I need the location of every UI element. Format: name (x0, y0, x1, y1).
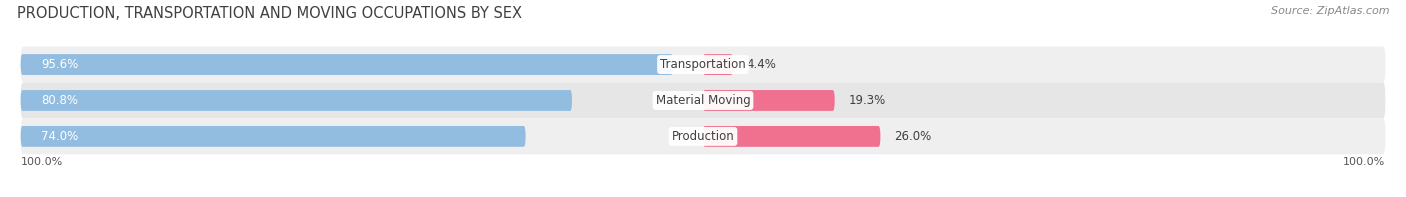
Text: 26.0%: 26.0% (894, 130, 931, 143)
Text: Source: ZipAtlas.com: Source: ZipAtlas.com (1271, 6, 1389, 16)
Text: 19.3%: 19.3% (848, 94, 886, 107)
FancyBboxPatch shape (21, 54, 673, 75)
Text: 4.4%: 4.4% (747, 58, 776, 71)
Text: 100.0%: 100.0% (1343, 157, 1385, 167)
FancyBboxPatch shape (703, 126, 880, 147)
FancyBboxPatch shape (21, 90, 572, 111)
Text: 80.8%: 80.8% (41, 94, 79, 107)
FancyBboxPatch shape (21, 83, 1385, 118)
Text: 74.0%: 74.0% (41, 130, 79, 143)
Text: PRODUCTION, TRANSPORTATION AND MOVING OCCUPATIONS BY SEX: PRODUCTION, TRANSPORTATION AND MOVING OC… (17, 6, 522, 21)
Text: Transportation: Transportation (661, 58, 745, 71)
Text: 100.0%: 100.0% (21, 157, 63, 167)
Text: Material Moving: Material Moving (655, 94, 751, 107)
Text: 95.6%: 95.6% (41, 58, 79, 71)
Text: Production: Production (672, 130, 734, 143)
FancyBboxPatch shape (21, 126, 526, 147)
FancyBboxPatch shape (21, 46, 1385, 83)
FancyBboxPatch shape (703, 54, 733, 75)
FancyBboxPatch shape (21, 118, 1385, 154)
FancyBboxPatch shape (703, 90, 835, 111)
